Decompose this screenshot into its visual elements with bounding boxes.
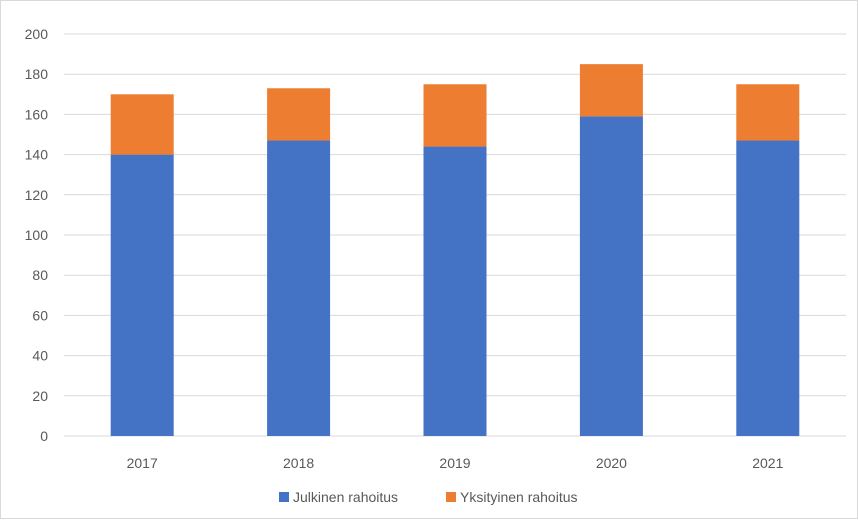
x-tick-label: 2018	[283, 455, 314, 471]
bar-2019-yksityinen	[423, 84, 487, 147]
x-axis-ticks: 2017 2018 2019 2020 2021	[127, 455, 784, 471]
legend-label: Yksityinen rahoitus	[460, 489, 578, 505]
y-tick-label: 40	[32, 348, 48, 364]
y-tick-label: 100	[25, 227, 49, 243]
x-tick-label: 2021	[752, 455, 783, 471]
bar-2020-julkinen	[579, 116, 643, 436]
y-tick-label: 160	[25, 106, 49, 122]
bar-2021-yksityinen	[736, 84, 800, 141]
bar-2021-julkinen	[736, 140, 800, 436]
bar-2018-julkinen	[267, 140, 331, 436]
x-tick-label: 2019	[439, 455, 470, 471]
bar-2018-yksityinen	[267, 88, 331, 141]
bar-2017-julkinen	[110, 154, 174, 436]
x-tick-label: 2017	[127, 455, 158, 471]
y-axis-ticks: 0 20 40 60 80 100 120 140 160 180 200	[25, 26, 49, 444]
legend-swatch	[279, 492, 289, 502]
y-tick-label: 200	[25, 26, 49, 42]
y-tick-label: 140	[25, 147, 49, 163]
bar-2017-yksityinen	[110, 94, 174, 155]
legend-label: Julkinen rahoitus	[293, 489, 398, 505]
y-tick-label: 80	[32, 267, 48, 283]
bars	[110, 64, 800, 436]
bar-2020-yksityinen	[579, 64, 643, 117]
y-tick-label: 20	[32, 388, 48, 404]
legend: Julkinen rahoitus Yksityinen rahoitus	[279, 489, 578, 505]
y-tick-label: 60	[32, 307, 48, 323]
legend-swatch	[446, 492, 456, 502]
bar-2019-julkinen	[423, 146, 487, 436]
y-tick-label: 180	[25, 66, 49, 82]
y-tick-label: 120	[25, 187, 49, 203]
x-tick-label: 2020	[596, 455, 627, 471]
y-tick-label: 0	[40, 428, 48, 444]
